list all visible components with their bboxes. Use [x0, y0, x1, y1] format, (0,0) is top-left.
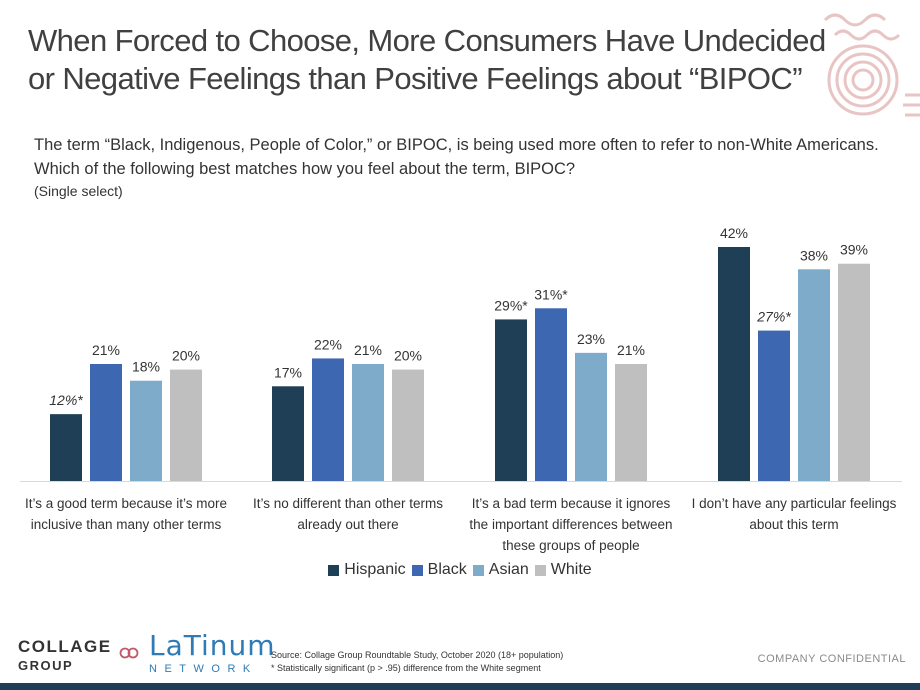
- bar-asian-2: [352, 364, 384, 481]
- bar-white-3: [615, 364, 647, 481]
- bar-asian-1: [130, 380, 162, 481]
- category-label-1: It’s a good term because it’s more inclus…: [14, 493, 239, 535]
- data-label-black-1: 21%: [92, 342, 120, 358]
- bar-hispanic-2: [272, 386, 304, 481]
- data-label-asian-3: 23%: [577, 331, 605, 347]
- bar-hispanic-1: [50, 414, 82, 481]
- bar-black-4: [758, 330, 790, 481]
- chart-legend: Hispanic Black Asian White: [0, 561, 920, 581]
- bar-asian-4: [798, 269, 830, 481]
- page-title: When Forced to Choose, More Consumers Ha…: [28, 22, 858, 98]
- category-label-3: It’s a bad term because it ignores the im…: [459, 493, 684, 556]
- legend-item-hispanic: Hispanic: [328, 561, 406, 579]
- decorative-swirl-icon: [823, 13, 920, 117]
- category-label-line: It’s a bad term because it ignores: [471, 496, 671, 511]
- bar-white-4: [838, 263, 870, 481]
- legend-label: Asian: [488, 561, 529, 578]
- legend-item-black: Black: [411, 561, 467, 579]
- data-label-white-1: 20%: [172, 348, 200, 364]
- significance-text: * Statistically significant (p > .95) di…: [271, 663, 541, 673]
- question-text: The term “Black, Indigenous, People of C…: [34, 136, 879, 178]
- data-label-asian-4: 38%: [800, 247, 828, 263]
- network-logo-text: NETWORK: [149, 663, 258, 675]
- legend-label: Black: [427, 561, 467, 578]
- bar-hispanic-3: [495, 319, 527, 481]
- category-label-line: about this term: [749, 517, 839, 532]
- data-label-asian-1: 18%: [132, 359, 160, 375]
- logo-group-text: GROUP: [18, 658, 74, 673]
- legend-label: Hispanic: [344, 561, 406, 578]
- legend-swatch: [328, 564, 340, 576]
- data-label-asian-2: 21%: [354, 342, 382, 358]
- bar-black-1: [90, 364, 122, 481]
- title-line-2: or Negative Feelings than Positive Feeli…: [28, 61, 803, 96]
- category-label-line: I don’t have any particular feelings: [691, 496, 897, 511]
- legend-label: White: [550, 561, 592, 578]
- data-label-white-3: 21%: [617, 342, 645, 358]
- bar-white-1: [170, 369, 202, 481]
- latinum-logo: LaTinum: [149, 629, 276, 662]
- legend-item-white: White: [534, 561, 592, 579]
- bar-hispanic-4: [718, 247, 750, 481]
- category-label-line: inclusive than many other terms: [30, 517, 222, 532]
- data-label-hispanic-3: 29%*: [494, 297, 528, 313]
- data-label-hispanic-4: 42%: [720, 225, 748, 241]
- category-label-line: these groups of people: [502, 538, 640, 553]
- bar-white-2: [392, 369, 424, 481]
- logo-collage-text: COLLAGE: [18, 637, 112, 656]
- confidential-label: COMPANY CONFIDENTIAL: [757, 653, 906, 665]
- data-label-black-3: 31%*: [534, 286, 568, 302]
- legend-swatch: [472, 564, 484, 576]
- legend-item-asian: Asian: [472, 561, 529, 579]
- legend-swatch: [411, 564, 423, 576]
- bar-black-2: [312, 358, 344, 481]
- data-label-white-4: 39%: [840, 242, 868, 258]
- source-text: Source: Collage Group Roundtable Study, …: [271, 650, 564, 660]
- bar-black-3: [535, 308, 567, 481]
- title-line-1: When Forced to Choose, More Consumers Ha…: [28, 23, 826, 58]
- data-label-hispanic-2: 17%: [274, 364, 302, 380]
- data-label-white-2: 20%: [394, 348, 422, 364]
- collage-group-logo: COLLAGE GROUP: [18, 637, 112, 675]
- data-label-hispanic-1: 12%*: [49, 392, 83, 408]
- category-label-line: already out there: [297, 517, 399, 532]
- category-label-4: I don’t have any particular feelings abou…: [682, 493, 907, 535]
- legend-swatch: [534, 564, 546, 576]
- source-note: Source: Collage Group Roundtable Study, …: [271, 649, 563, 675]
- category-label-line: the important differences between: [469, 517, 673, 532]
- footer-bar: [0, 683, 920, 690]
- data-label-black-4: 27%*: [756, 309, 791, 325]
- category-label-2: It’s no different than other terms alread…: [236, 493, 461, 535]
- survey-question: The term “Black, Indigenous, People of C…: [34, 133, 894, 201]
- rings-logo-icon: [119, 647, 139, 659]
- bar-asian-3: [575, 352, 607, 481]
- question-note: (Single select): [34, 183, 123, 199]
- category-label-line: It’s no different than other terms: [252, 496, 444, 511]
- category-label-line: It’s a good term because it’s more: [24, 496, 228, 511]
- data-label-black-2: 22%: [314, 336, 342, 352]
